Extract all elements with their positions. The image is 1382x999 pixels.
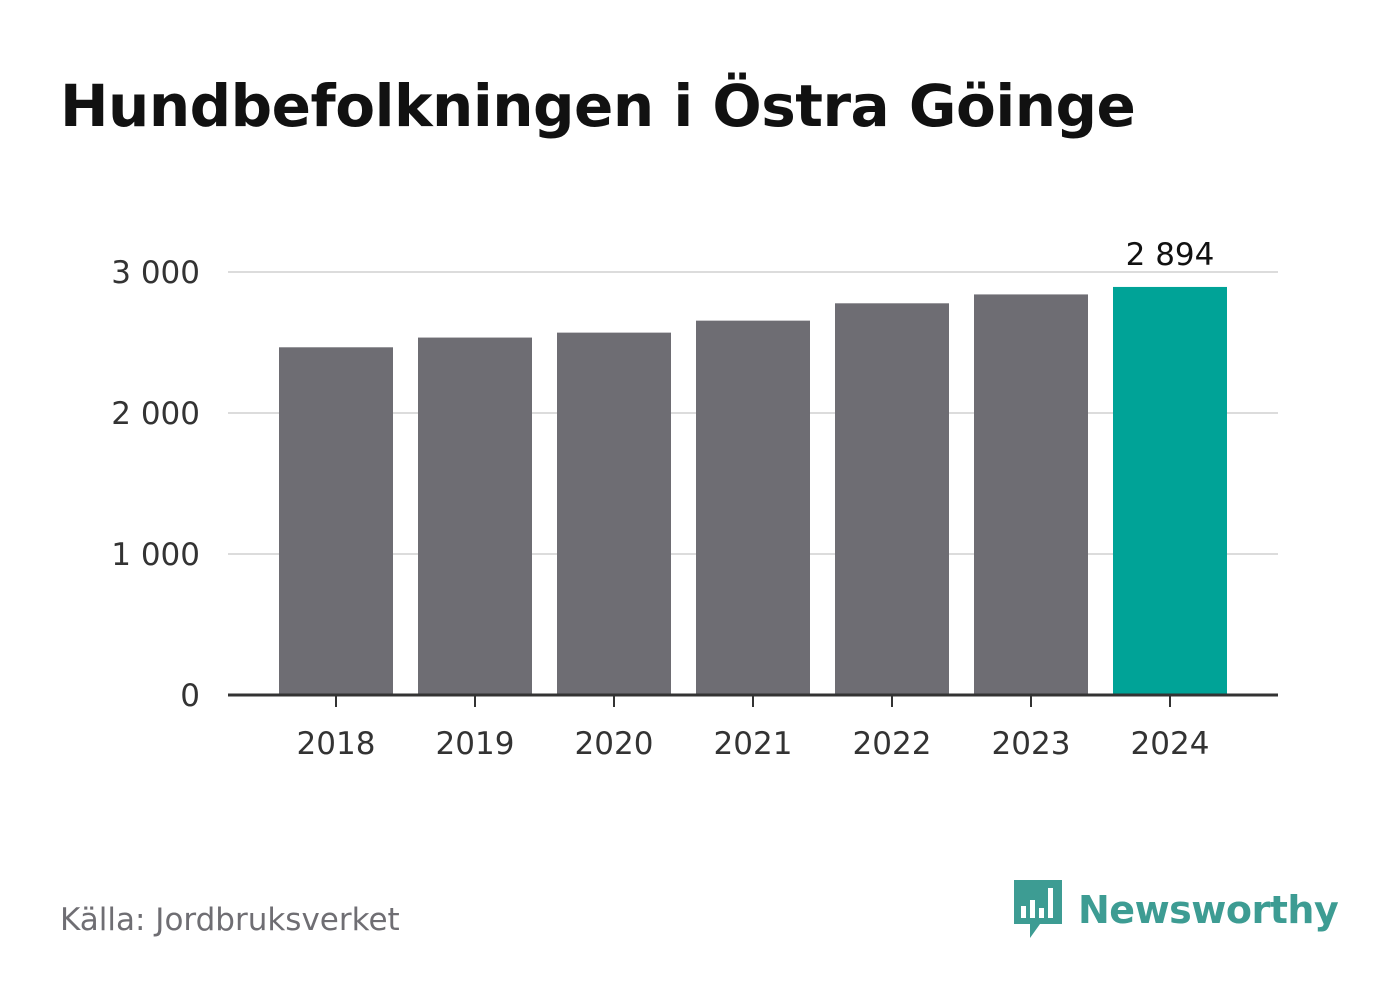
bar-chart-speech-bubble-icon [1014,880,1062,938]
x-tick-label: 2024 [1131,726,1210,762]
x-tick-label: 2023 [992,726,1071,762]
bar [974,294,1088,695]
brand-logo: Newsworthy [1010,878,1339,942]
brand-name: Newsworthy [1078,888,1339,932]
x-tick-label: 2022 [853,726,932,762]
y-tick-label: 1 000 [111,537,200,573]
y-tick-label: 0 [180,678,200,714]
bar [279,347,393,695]
x-tick-label: 2021 [714,726,793,762]
x-tick-label: 2018 [297,726,376,762]
source-note: Källa: Jordbruksverket [60,902,400,938]
y-tick-label: 2 000 [111,396,200,432]
bar-highlight [1113,286,1227,695]
bar [418,337,532,695]
x-tick-label: 2019 [436,726,515,762]
x-tick-label: 2020 [575,726,654,762]
data-label: 2 894 [1126,237,1215,273]
bar [696,320,810,695]
bar [557,332,671,695]
bar [835,303,949,695]
chart-title: Hundbefolkningen i Östra Göinge [60,72,1136,140]
y-tick-label: 3 000 [111,255,200,291]
